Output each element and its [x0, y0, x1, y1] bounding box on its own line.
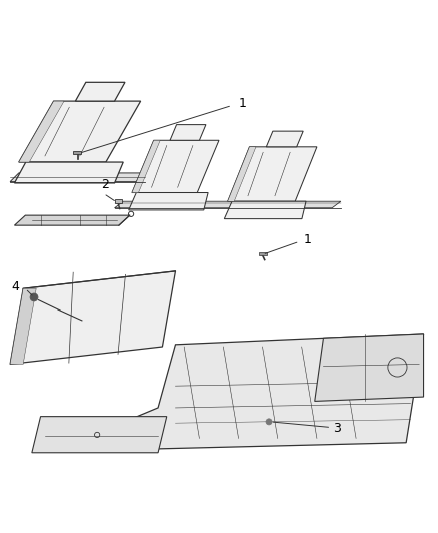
- Polygon shape: [129, 192, 208, 210]
- Text: 4: 4: [11, 280, 19, 293]
- Polygon shape: [10, 288, 36, 365]
- Bar: [73, 151, 81, 154]
- Polygon shape: [228, 147, 317, 201]
- Polygon shape: [115, 201, 341, 208]
- Polygon shape: [14, 215, 130, 225]
- Polygon shape: [32, 417, 167, 453]
- Polygon shape: [53, 334, 424, 451]
- Circle shape: [266, 419, 272, 425]
- Polygon shape: [132, 140, 160, 192]
- Polygon shape: [19, 101, 64, 162]
- Circle shape: [30, 293, 38, 301]
- Text: 1: 1: [304, 233, 312, 246]
- Bar: [115, 199, 121, 203]
- Polygon shape: [132, 140, 219, 192]
- Text: 2: 2: [102, 178, 110, 191]
- Polygon shape: [10, 271, 176, 365]
- Polygon shape: [228, 147, 256, 201]
- Text: 3: 3: [333, 422, 341, 435]
- Text: 1: 1: [239, 97, 247, 110]
- Polygon shape: [224, 201, 306, 219]
- Polygon shape: [75, 82, 125, 101]
- Polygon shape: [14, 162, 123, 183]
- Bar: [259, 252, 267, 255]
- Polygon shape: [10, 173, 145, 182]
- Polygon shape: [315, 334, 424, 401]
- Polygon shape: [266, 131, 303, 147]
- Polygon shape: [170, 125, 206, 140]
- Polygon shape: [19, 101, 141, 162]
